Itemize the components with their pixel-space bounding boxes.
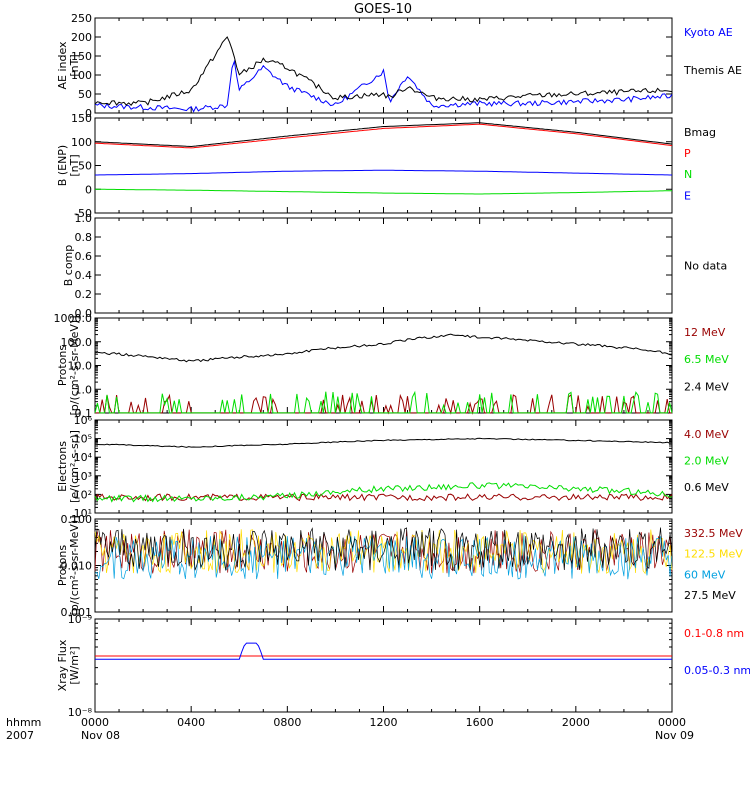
y-tick-label: 0.2 <box>75 288 93 301</box>
legend-entry: 0.05-0.3 nm <box>684 664 750 677</box>
legend-entry: 0.1-0.8 nm <box>684 627 744 640</box>
y-axis-unit: [W/m²] <box>68 646 81 684</box>
series-2-0-MeV <box>94 482 673 503</box>
y-tick-label: 150 <box>71 50 92 63</box>
y-axis-unit: [nT] <box>68 154 81 176</box>
y-tick-label: 10² <box>74 488 92 501</box>
y-axis-label: Protons <box>56 545 69 586</box>
y-tick-label: 0.010 <box>61 560 93 573</box>
legend-entry: Bmag <box>684 126 716 139</box>
y-tick-label: 10¹ <box>74 507 92 520</box>
y-tick-label: 0.6 <box>75 250 93 263</box>
y-axis-label: B comp <box>62 245 75 287</box>
footer-date-end: Nov 09 <box>655 729 694 742</box>
y-tick-label: 0 <box>85 107 92 120</box>
legend-entry: 332.5 MeV <box>684 527 743 540</box>
series-122-5-MeV <box>94 529 673 575</box>
panel-xray: 10⁻⁸ 10⁻⁹ Xray Flux [W/m²] 0.1-0.8 nm 0.05-0.… <box>56 613 750 719</box>
y-tick-label: 10.0 <box>68 360 93 373</box>
y-tick-label: 1.0 <box>75 212 93 225</box>
legend-entry: 4.0 MeV <box>684 428 729 441</box>
series-E <box>95 169 672 176</box>
footer-date-start: Nov 08 <box>81 729 120 742</box>
series-0-05-0-3-nm <box>95 642 672 660</box>
x-tick-label: 0400 <box>177 716 205 729</box>
legend-entry: 12 MeV <box>684 326 726 339</box>
panel-electrons: 10¹ 10² 10³ 10⁴ 10⁵ 10⁶ Electrons [e/(cm²-s-sr)… <box>56 414 729 520</box>
series-6-5-MeV <box>94 390 673 414</box>
series-Kyoto-AE <box>94 59 673 113</box>
y-tick-label: 10⁶ <box>74 414 93 427</box>
y-tick-label: 100.0 <box>61 336 93 349</box>
y-axis-unit: [p/(cm²-s-sr-MeV)] <box>68 516 81 616</box>
y-tick-label: 100 <box>71 136 92 149</box>
y-axis-unit: [p/(cm²-s-sr-MeV)] <box>68 316 81 416</box>
series-60-MeV <box>94 535 673 580</box>
x-tick-label: 0000 <box>81 716 109 729</box>
y-tick-label: 0.0 <box>75 307 93 320</box>
y-tick-label: 0.1 <box>75 407 93 420</box>
y-tick-label: 50 <box>78 160 92 173</box>
y-tick-label: 10³ <box>74 470 92 483</box>
x-tick-label: 1200 <box>370 716 398 729</box>
legend-entry: E <box>684 189 691 202</box>
legend-entry: 122.5 MeV <box>684 548 743 561</box>
series-Themis-AE <box>94 36 673 106</box>
y-tick-label: 10⁵ <box>74 433 92 446</box>
legend-entry: 6.5 MeV <box>684 353 729 366</box>
y-tick-label: 0 <box>85 183 92 196</box>
y-tick-label: 0.4 <box>75 269 93 282</box>
legend-entry: Kyoto AE <box>684 26 733 39</box>
legend-entry: 2.4 MeV <box>684 380 729 393</box>
legend-entry: N <box>684 168 692 181</box>
legend-entry: Themis AE <box>683 64 742 77</box>
y-axis-unit: [nT] <box>68 54 81 76</box>
legend-entry: 27.5 MeV <box>684 589 736 602</box>
series-27-5-MeV <box>94 527 673 572</box>
y-tick-label: 200 <box>71 31 92 44</box>
series-P <box>94 123 673 149</box>
y-tick-label: 10⁻⁸ <box>68 706 93 719</box>
y-tick-label: 10⁴ <box>74 451 93 464</box>
y-tick-label: 100 <box>71 69 92 82</box>
panel-b-enp: -50 0 50 100 150 B (ENP) [nT] Bmag PNE <box>56 112 716 220</box>
series-N <box>95 188 672 195</box>
y-tick-label: 250 <box>71 12 92 25</box>
legend-entry: 60 MeV <box>684 568 726 581</box>
panel-protons-high: 0.001 0.010 0.100 Protons [p/(cm²-s-sr-MeV)]… <box>56 513 743 619</box>
y-tick-label: 0.8 <box>75 231 93 244</box>
plot-title: GOES-10 <box>354 2 412 17</box>
no-data-note: No data <box>684 260 727 273</box>
y-tick-label: 10⁻⁹ <box>68 613 92 626</box>
footer-year-label: 2007 <box>6 729 34 742</box>
y-axis-unit: [e/(cm²-s-sr)] <box>68 430 81 503</box>
series-0-6-MeV <box>94 437 673 448</box>
series-2-4-MeV <box>94 333 673 363</box>
x-tick-label: 1600 <box>466 716 494 729</box>
x-tick-label: 0800 <box>273 716 301 729</box>
panel-protons-low: 0.1 1.0 10.0 100.0 1000.0 Protons [p/(cm²-s-sr… <box>54 312 730 420</box>
y-tick-label: 0.001 <box>61 606 93 619</box>
y-axis-label: AE index <box>56 41 69 90</box>
legend-entry: 2.0 MeV <box>684 455 729 468</box>
y-tick-label: 1000.0 <box>54 312 93 325</box>
y-axis-label: B (ENP) <box>56 145 69 186</box>
legend-entry: 0.6 MeV <box>684 481 729 494</box>
y-tick-label: 50 <box>78 88 92 101</box>
panel-b-comp: 0.0 0.2 0.4 0.6 0.8 1.0 B comp No data <box>62 212 727 320</box>
y-tick-label: 1.0 <box>75 383 93 396</box>
x-tick-label: 2000 <box>562 716 590 729</box>
y-tick-label: -50 <box>74 207 92 220</box>
y-axis-label: Protons <box>56 345 69 386</box>
y-tick-label: 150 <box>71 112 92 125</box>
y-axis-label: Xray Flux <box>56 639 69 691</box>
panel-ae-index: 0 50 100 150 200 250 AE index [nT] Kyoto AE Themi… <box>56 12 742 120</box>
footer-hhmm-label: hhmm <box>6 716 41 729</box>
series-Bmag <box>94 122 673 148</box>
legend-entry: P <box>684 147 691 160</box>
y-axis-label: Electrons <box>56 441 69 492</box>
y-tick-label: 0.100 <box>61 513 93 526</box>
x-tick-label: 0000 <box>658 716 686 729</box>
